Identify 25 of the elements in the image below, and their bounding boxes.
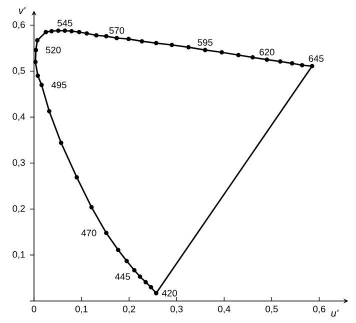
y-tick-label: 0,5: [12, 67, 25, 76]
x-tick-label: 0,5: [266, 306, 278, 314]
annotation: 570: [109, 27, 124, 34]
y-tick-label: 0,2: [12, 205, 25, 213]
annotation: 495: [51, 82, 66, 88]
x-tick-label: 0,1: [75, 306, 88, 314]
annotation: 645: [308, 55, 324, 62]
annotation: 445: [115, 273, 130, 280]
x-axis-title: u': [331, 310, 339, 317]
annotation: 620: [260, 48, 274, 56]
x-tick-label: 0,2: [122, 306, 136, 314]
annotation: 595: [198, 39, 213, 46]
annotation: 545: [57, 20, 72, 26]
x-tick-label: 0,6: [313, 306, 326, 314]
y-axis-title: v': [18, 7, 26, 14]
x-tick-label: 0,4: [218, 306, 230, 314]
x-tick-label: 0,3: [170, 306, 183, 314]
annotation: 420: [162, 290, 177, 296]
x-tick-label: 0: [32, 306, 36, 312]
y-tick-label: 0,1: [12, 251, 25, 259]
y-tick-label: 0,4: [12, 113, 26, 121]
annotation: 470: [81, 230, 96, 236]
y-tick-label: 0,3: [12, 159, 25, 167]
y-tick-label: 0,6: [12, 21, 25, 30]
annotation: 520: [46, 46, 61, 54]
